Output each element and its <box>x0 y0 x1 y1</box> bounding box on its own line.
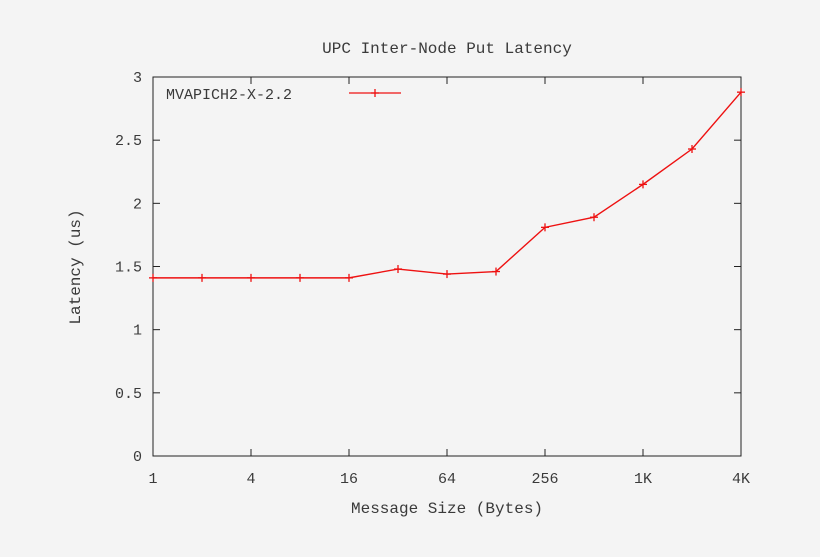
data-point <box>688 145 696 154</box>
legend-label-0: MVAPICH2-X-2.2 <box>166 87 292 104</box>
data-point <box>247 273 255 282</box>
data-point <box>492 267 500 276</box>
x-tick-label: 4K <box>732 471 750 488</box>
series-line-0 <box>153 91 742 279</box>
x-tick-label: 1K <box>634 471 652 488</box>
x-tick-label: 256 <box>531 471 558 488</box>
data-point <box>541 223 549 232</box>
data-point <box>296 273 304 282</box>
x-tick-label: 1 <box>148 471 157 488</box>
y-tick-label: 3 <box>133 70 142 87</box>
y-tick-label: 2.5 <box>115 133 142 150</box>
legend: MVAPICH2-X-2.2 <box>166 87 401 104</box>
y-tick-label: 1.5 <box>115 260 142 277</box>
y-tick-label: 0.5 <box>115 386 142 403</box>
y-axis: 0 0.5 1 1.5 2 2.5 3 <box>115 70 741 466</box>
data-point <box>737 88 745 97</box>
chart-title: UPC Inter-Node Put Latency <box>322 40 572 58</box>
x-tick-label: 16 <box>340 471 358 488</box>
x-axis: 1 4 16 64 256 1K 4K <box>148 77 750 488</box>
series-layer <box>149 88 745 282</box>
data-point <box>590 213 598 222</box>
data-point <box>345 273 353 282</box>
y-axis-label: Latency (us) <box>67 209 85 324</box>
data-point <box>394 265 402 274</box>
data-point <box>443 270 451 279</box>
y-tick-label: 0 <box>133 449 142 466</box>
legend-marker-0 <box>371 89 379 97</box>
y-tick-label: 2 <box>133 196 142 213</box>
x-tick-label: 64 <box>438 471 456 488</box>
data-point <box>198 273 206 282</box>
legend-marker-plus <box>371 89 379 97</box>
x-axis-label: Message Size (Bytes) <box>351 500 543 518</box>
y-tick-label: 1 <box>133 323 142 340</box>
plot-frame <box>152 76 742 457</box>
x-tick-label: 4 <box>246 471 255 488</box>
data-point <box>149 273 157 282</box>
data-point <box>639 180 647 189</box>
